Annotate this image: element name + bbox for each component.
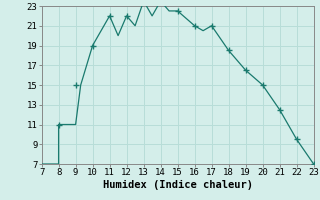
X-axis label: Humidex (Indice chaleur): Humidex (Indice chaleur) bbox=[103, 180, 252, 190]
